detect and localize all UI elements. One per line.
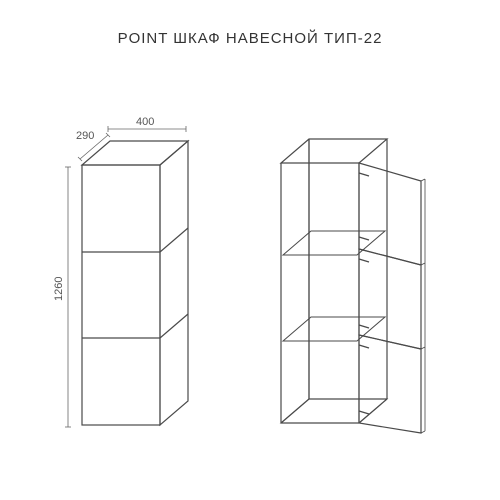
door-2 [359,249,421,349]
product-title: POINT ШКАФ НАВЕСНОЙ ТИП-22 [0,0,500,47]
height-label: 1260 [53,277,65,301]
door-1 [359,163,421,265]
door-3 [359,335,421,433]
closed-cabinet-svg: 290 400 1260 [38,87,218,447]
closed-cabinet-diagram: 290 400 1260 [38,87,218,447]
width-label: 400 [136,116,154,128]
diagram-container: 290 400 1260 [0,47,500,467]
depth-label: 290 [76,130,94,142]
cabinet-body-closed [82,141,188,425]
dim-height: 1260 [53,167,71,427]
open-cabinet-diagram [253,87,463,447]
cabinet-body-open [281,139,425,433]
dim-width: 400 [108,116,186,132]
open-cabinet-svg [253,87,463,447]
